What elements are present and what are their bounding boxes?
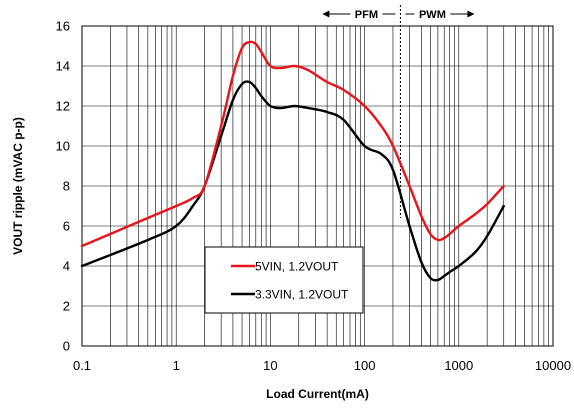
x-tick-label: 10000 — [535, 358, 571, 373]
series-line-1 — [80, 80, 505, 282]
y-tick-label: 10 — [56, 139, 70, 154]
y-tick-label: 0 — [63, 339, 70, 354]
y-tick-label: 8 — [63, 179, 70, 194]
y-tick-label: 12 — [56, 99, 70, 114]
pwm-arrow-head — [467, 10, 475, 18]
pwm-label: PWM — [419, 9, 446, 21]
legend-box — [204, 246, 364, 314]
y-axis-title: VOUT ripple (mVAC p-p) — [11, 117, 25, 255]
x-tick-label: 1 — [173, 358, 180, 373]
x-tick-label: 100 — [354, 358, 376, 373]
x-tick-label: 0.1 — [73, 358, 91, 373]
y-tick-label: 4 — [63, 259, 70, 274]
legend-label: 5VIN, 1.2VOUT — [255, 260, 339, 274]
y-tick-labels: 0 2 4 6 8 10 12 14 16 — [56, 19, 70, 354]
pfm-label: PFM — [355, 9, 378, 21]
x-tick-label: 1000 — [444, 358, 473, 373]
series-lines — [80, 40, 505, 282]
y-tick-label: 14 — [56, 59, 70, 74]
legend: 5VIN, 1.2VOUT 3.3VIN, 1.2VOUT — [204, 246, 364, 314]
legend-label: 3.3VIN, 1.2VOUT — [255, 288, 349, 302]
x-tick-labels: 0.1 1 10 100 1000 10000 — [73, 358, 571, 373]
x-axis-title: Load Current(mA) — [266, 387, 369, 401]
y-tick-label: 6 — [63, 219, 70, 234]
series-line-0 — [80, 40, 505, 248]
y-tick-label: 16 — [56, 19, 70, 34]
plot-frame — [81, 25, 554, 347]
x-tick-label: 10 — [263, 358, 277, 373]
mode-boundary: PFM PWM — [322, 5, 475, 218]
y-tick-label: 2 — [63, 299, 70, 314]
pfm-arrow-head — [322, 10, 330, 18]
